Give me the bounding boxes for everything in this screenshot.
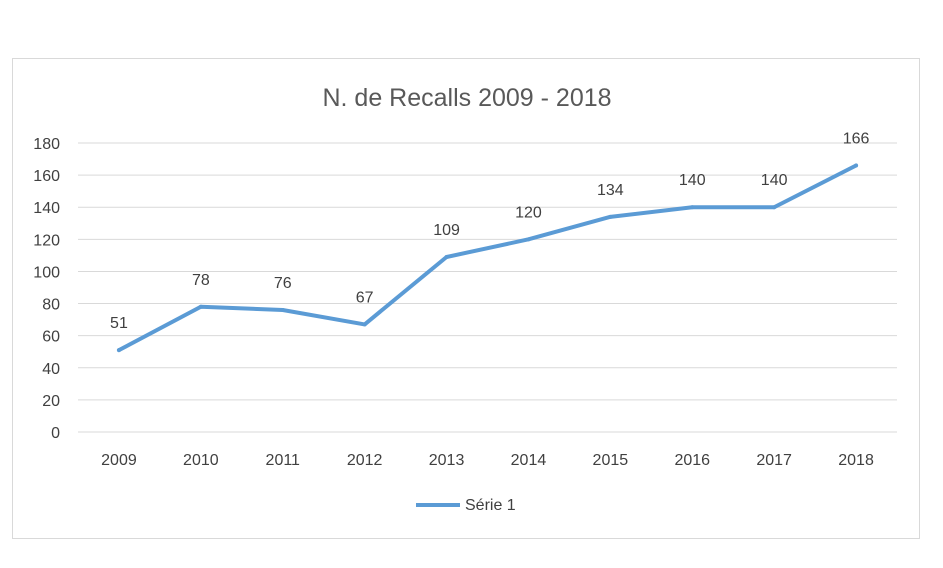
y-tick-label-60: 60 [42,329,60,346]
x-tick-label-2015: 2015 [593,452,629,469]
x-tick-label-2014: 2014 [511,452,547,469]
data-label-2018: 166 [843,130,870,147]
y-tick-label-80: 80 [42,297,60,314]
data-point-2018 [854,163,859,168]
y-tick-label-20: 20 [42,393,60,410]
data-label-2012: 67 [356,289,374,306]
x-tick-label-2013: 2013 [429,452,465,469]
data-label-2014: 120 [515,204,542,221]
data-point-2012 [362,322,367,327]
y-axis: 0 20 40 60 80 100 120 140 160 180 [33,136,60,442]
y-tick-label-140: 140 [33,200,60,217]
chart-title: N. de Recalls 2009 - 2018 [322,84,611,112]
data-point-2014 [526,237,531,242]
data-point-2013 [444,254,449,259]
data-label-2013: 109 [433,222,460,239]
legend: Série 1 [416,497,516,514]
x-tick-label-2010: 2010 [183,452,219,469]
y-tick-label-40: 40 [42,361,60,378]
data-point-2011 [280,307,285,312]
data-point-2016 [690,205,695,210]
x-tick-label-2011: 2011 [266,452,301,469]
data-point-2015 [608,214,613,219]
data-label-2016: 140 [679,172,706,189]
data-point-2017 [772,205,777,210]
x-tick-label-2018: 2018 [838,452,874,469]
data-point-2010 [198,304,203,309]
legend-label: Série 1 [465,497,516,514]
data-labels: 51 78 76 67 109 120 134 140 140 166 [110,130,869,332]
y-tick-label-0: 0 [51,425,60,442]
series-line-1 [116,163,859,353]
y-tick-label-160: 160 [33,168,60,185]
data-label-2011: 76 [274,275,292,292]
data-label-2017: 140 [761,172,788,189]
chart-frame [12,58,920,539]
series-group [116,163,859,353]
y-tick-label-120: 120 [33,232,60,249]
y-tick-label-100: 100 [33,264,60,281]
x-tick-label-2009: 2009 [101,452,137,469]
data-label-2010: 78 [192,272,210,289]
x-tick-label-2017: 2017 [756,452,792,469]
data-label-2015: 134 [597,182,624,199]
data-point-2009 [116,348,121,353]
x-axis: 2009 2010 2011 2012 2013 2014 2015 2016 2017 2018 [101,452,874,469]
y-tick-label-180: 180 [33,136,60,153]
data-label-2009: 51 [110,315,128,332]
x-tick-label-2012: 2012 [347,452,383,469]
grid [78,142,897,433]
x-tick-label-2016: 2016 [674,452,710,469]
